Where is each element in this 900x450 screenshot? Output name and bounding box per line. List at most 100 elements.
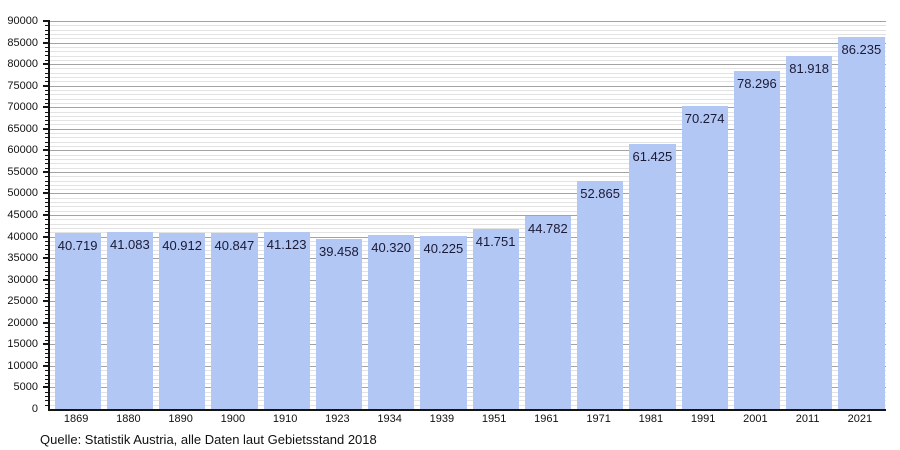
gridline-minor bbox=[50, 137, 886, 139]
y-tick-major bbox=[43, 84, 48, 87]
gridline-minor bbox=[50, 240, 886, 242]
bar-value-label: 81.918 bbox=[789, 60, 829, 76]
gridline-minor bbox=[50, 232, 886, 234]
gridline-minor bbox=[50, 81, 886, 83]
gridline-minor bbox=[50, 253, 886, 255]
gridline-minor bbox=[50, 89, 886, 91]
y-tick-minor bbox=[45, 59, 48, 61]
gridline-major bbox=[50, 42, 886, 44]
bar-value-label: 40.912 bbox=[162, 237, 202, 253]
y-tick-label: 25000 bbox=[7, 295, 38, 308]
gridline-minor bbox=[50, 163, 886, 165]
x-tick-label-2001: 2001 bbox=[743, 413, 768, 425]
gridline-major bbox=[50, 344, 886, 346]
gridline-major bbox=[50, 215, 886, 216]
gridline-minor bbox=[50, 46, 886, 48]
y-tick-minor bbox=[45, 271, 48, 273]
y-tick-major bbox=[43, 127, 48, 130]
gridline-minor bbox=[50, 266, 886, 268]
gridline-minor bbox=[50, 77, 886, 79]
gridline-major bbox=[50, 193, 886, 195]
y-tick-minor bbox=[45, 81, 48, 83]
y-tick-label: 45000 bbox=[7, 209, 38, 221]
gridline-minor bbox=[50, 404, 886, 406]
y-tick-minor bbox=[45, 296, 48, 298]
y-tick-minor bbox=[45, 94, 48, 96]
y-tick-minor bbox=[45, 197, 48, 199]
gridline-major bbox=[50, 128, 886, 130]
gridline-major bbox=[50, 64, 886, 66]
y-tick-minor bbox=[45, 206, 48, 208]
y-tick-label: 65000 bbox=[7, 122, 38, 135]
y-tick-label: 60000 bbox=[7, 144, 38, 157]
y-tick-minor bbox=[45, 331, 48, 333]
y-tick-minor bbox=[45, 111, 48, 113]
gridline-minor bbox=[50, 296, 886, 298]
gridline-minor bbox=[50, 245, 886, 247]
y-tick-major bbox=[43, 364, 48, 367]
gridline-minor bbox=[50, 158, 886, 160]
gridline-minor bbox=[50, 124, 886, 126]
bar-1910: 41.123 bbox=[263, 231, 310, 409]
x-tick-label-1981: 1981 bbox=[638, 413, 664, 425]
gridline-minor bbox=[50, 167, 886, 169]
y-tick-minor bbox=[45, 275, 48, 277]
y-tick-minor bbox=[45, 335, 48, 337]
y-tick-major bbox=[43, 41, 48, 44]
y-tick-label: 55000 bbox=[7, 165, 38, 178]
gridline-minor bbox=[50, 305, 886, 307]
gridline-minor bbox=[50, 197, 886, 199]
y-tick-minor bbox=[45, 292, 48, 294]
y-tick-major bbox=[43, 343, 48, 346]
y-tick-minor bbox=[45, 141, 48, 143]
bar-1923: 39.458 bbox=[315, 238, 362, 409]
y-tick-major bbox=[43, 170, 48, 173]
y-tick-major bbox=[43, 192, 48, 195]
bar-value-label: 40.719 bbox=[57, 238, 98, 254]
bar-value-label: 40.225 bbox=[423, 240, 464, 256]
y-tick-minor bbox=[45, 283, 48, 285]
bar-value-label: 41.083 bbox=[109, 236, 150, 252]
gridline-minor bbox=[50, 327, 886, 329]
x-tick-label-1923: 1923 bbox=[325, 413, 350, 425]
bar-1869: 40.719 bbox=[54, 233, 101, 409]
bar-value-label: 40.847 bbox=[214, 237, 255, 253]
y-tick-minor bbox=[45, 29, 48, 31]
bar-value-label: 86.235 bbox=[841, 42, 882, 58]
y-tick-label: 40000 bbox=[7, 230, 38, 243]
y-tick-label: 10000 bbox=[7, 359, 38, 372]
gridline-minor bbox=[50, 361, 886, 363]
gridline-major bbox=[50, 85, 886, 87]
y-tick-minor bbox=[45, 245, 48, 247]
gridline-minor bbox=[50, 111, 886, 113]
y-tick-label: 90000 bbox=[7, 15, 38, 27]
y-tick-minor bbox=[45, 180, 48, 182]
gridline-minor bbox=[50, 219, 886, 221]
gridline-minor bbox=[50, 141, 886, 143]
bar-1939: 40.225 bbox=[420, 235, 467, 409]
y-tick-minor bbox=[45, 163, 48, 165]
y-tick-minor bbox=[45, 25, 48, 27]
y-tick-major bbox=[43, 63, 48, 66]
gridline-major bbox=[50, 236, 886, 238]
gridline-minor bbox=[50, 249, 886, 251]
gridline-minor bbox=[50, 288, 886, 290]
gridline-minor bbox=[50, 180, 886, 182]
gridline-minor bbox=[50, 262, 886, 264]
bar-1981: 61.425 bbox=[629, 144, 676, 409]
gridline-minor bbox=[50, 33, 886, 35]
gridline-minor bbox=[50, 133, 886, 135]
gridline-minor bbox=[50, 348, 886, 350]
y-tick-minor bbox=[45, 232, 48, 234]
y-tick-minor bbox=[45, 46, 48, 48]
y-tick-minor bbox=[45, 391, 48, 393]
gridline-minor bbox=[50, 29, 886, 31]
bar-value-label: 41.751 bbox=[475, 234, 516, 250]
gridline-minor bbox=[50, 391, 886, 393]
y-tick-minor bbox=[45, 102, 48, 104]
y-tick-minor bbox=[45, 68, 48, 70]
y-tick-minor bbox=[45, 227, 48, 229]
y-tick-minor bbox=[45, 38, 48, 40]
y-tick-minor bbox=[45, 288, 48, 290]
